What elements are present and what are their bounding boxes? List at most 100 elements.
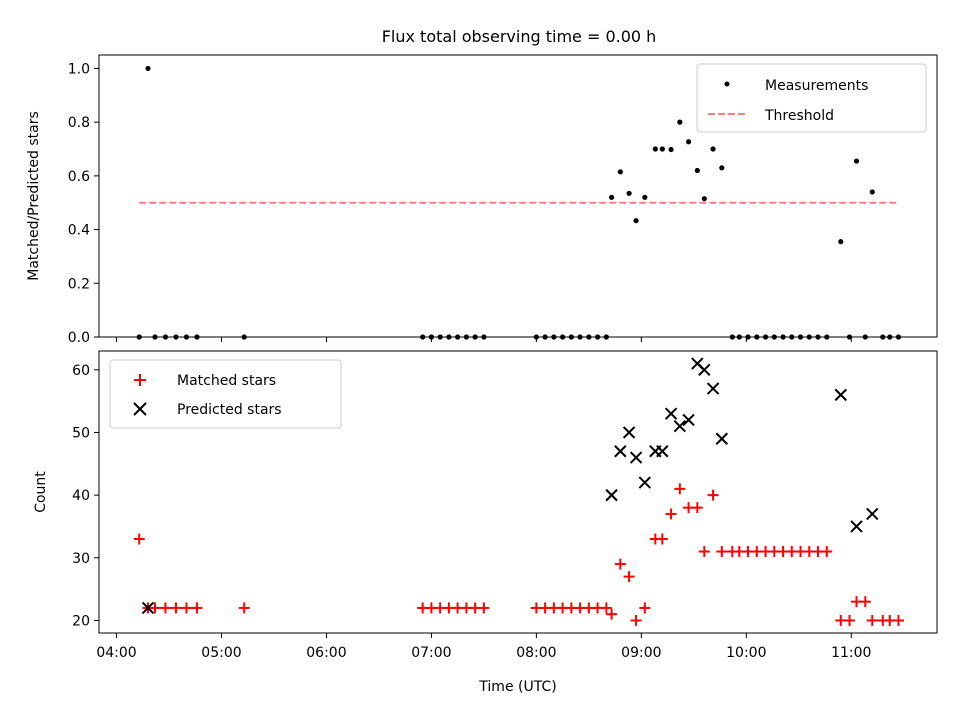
matched-star-point <box>600 602 612 614</box>
matched-star-point <box>133 533 145 545</box>
predicted-star-stroke <box>698 363 711 377</box>
predicted-star-point <box>638 476 652 489</box>
predicted-star-stroke <box>622 426 636 439</box>
measurement-point <box>719 165 725 171</box>
measurement-point <box>869 189 875 195</box>
top-y-tick-label: 1.0 <box>68 61 90 77</box>
measurement-point <box>608 194 615 200</box>
bottom-x-tick-label: 06:00 <box>306 645 346 661</box>
matched-star-point <box>866 614 878 626</box>
predicted-star-stroke <box>638 476 652 489</box>
matched-star-point <box>180 602 192 614</box>
predicted-star-point <box>850 520 863 533</box>
matched-star-point <box>623 571 635 583</box>
matched-star-point <box>821 546 833 558</box>
bottom-x-axis-label: Time (UTC) <box>478 679 556 695</box>
predicted-star-stroke <box>715 432 729 445</box>
matched-star-point <box>191 602 203 614</box>
measurement-point <box>668 146 674 153</box>
top-legend-box <box>696 63 927 133</box>
legend-marker-matched-stars <box>134 374 146 386</box>
bottom-axes-frame <box>98 350 938 634</box>
matched-star-point <box>893 614 905 626</box>
measurement-point <box>642 194 648 200</box>
bottom-x-ticks: 04:00 05:00 06:00 07:00 08:00 09:00 10:00 11:00 <box>96 633 871 661</box>
matched-star-point <box>238 602 250 614</box>
predicted-star-point <box>682 413 695 427</box>
predicted-star-point <box>706 382 720 395</box>
predicted-star-stroke <box>682 413 695 427</box>
measurement-point <box>685 139 692 145</box>
predicted-star-point <box>866 507 879 521</box>
matched-star-point <box>674 483 686 495</box>
bottom-y-tick-label: 60 <box>72 363 90 379</box>
matched-star-point <box>691 502 703 514</box>
matched-star-point <box>707 489 719 501</box>
matched-star-point <box>149 602 161 614</box>
matched-star-point <box>630 614 642 626</box>
measurement-point <box>710 146 716 152</box>
predicted-star-stroke <box>629 451 643 464</box>
predicted-star-stroke <box>656 445 669 458</box>
measurement-point <box>617 169 623 175</box>
predicted-star-stroke <box>614 445 627 458</box>
bottom-panel: 20 30 40 50 60 04:00 05:00 06:00 07:00 08:00 09:0… <box>33 350 938 695</box>
bottom-x-tick-label: 07:00 <box>411 645 451 661</box>
measurement-point <box>659 146 665 152</box>
predicted-star-stroke <box>605 488 618 502</box>
predicted-star-stroke <box>834 388 847 402</box>
predicted-star-point <box>622 426 636 439</box>
matched-star-point <box>656 533 668 545</box>
measurement-point <box>626 190 632 196</box>
predicted-star-stroke <box>850 520 863 533</box>
bottom-y-ticks: 20 30 40 50 60 <box>72 363 99 629</box>
predicted-star-stroke <box>673 419 687 433</box>
predicted-star-point <box>673 419 687 433</box>
legend-marker-measurements <box>724 81 730 87</box>
matched-star-point <box>614 558 626 570</box>
predicted-star-point <box>605 488 618 502</box>
predicted-star-stroke <box>706 382 720 395</box>
bottom-y-tick-label: 50 <box>72 425 90 441</box>
legend-marker-predicted-stars <box>133 402 147 416</box>
top-y-tick-label: 0.2 <box>68 276 90 292</box>
matched-star-point <box>716 546 728 558</box>
top-chart-title: Flux total observing time = 0.00 h <box>382 27 657 46</box>
predicted-star-point <box>664 407 678 420</box>
predicted-star-point <box>834 388 847 402</box>
bottom-x-tick-label: 05:00 <box>201 645 241 661</box>
predicted-star-point <box>715 432 729 445</box>
predicted-star-point <box>614 445 627 458</box>
matched-star-point <box>606 608 618 620</box>
top-y-axis-label: Matched/Predicted stars <box>26 111 42 281</box>
legend-label-measurements: Measurements <box>765 78 868 94</box>
matched-star-point <box>665 508 677 520</box>
top-x-ticks <box>115 337 852 342</box>
top-legend: Measurements Threshold <box>696 63 927 133</box>
matched-star-point <box>698 546 710 558</box>
bottom-x-tick-label: 09:00 <box>621 645 661 661</box>
legend-label-matched-stars: Matched stars <box>177 373 276 389</box>
measurement-point <box>633 218 639 224</box>
bottom-x-tick-label: 08:00 <box>516 645 556 661</box>
predicted-star-stroke <box>664 407 678 420</box>
predicted-star-point <box>141 601 155 615</box>
measurement-point <box>677 119 683 125</box>
bottom-y-tick-label: 30 <box>72 551 90 567</box>
top-y-tick-label: 0.0 <box>68 330 90 346</box>
bottom-x-tick-label: 04:00 <box>96 645 136 661</box>
matched-star-point <box>478 602 490 614</box>
top-y-ticks: 0.0 0.2 0.4 0.6 0.8 1.0 <box>68 61 99 346</box>
predicted-star-stroke <box>866 507 879 521</box>
top-y-tick-label: 0.6 <box>68 169 90 185</box>
predicted-star-point <box>698 363 711 377</box>
matched-star-point <box>170 602 182 614</box>
measurement-point <box>701 196 707 202</box>
bottom-plot-area <box>133 357 905 626</box>
measurement-point <box>145 65 151 72</box>
matched-star-point <box>859 596 871 608</box>
bottom-y-tick-label: 20 <box>72 613 90 629</box>
measurement-point <box>838 239 844 245</box>
bottom-legend: Matched stars Predicted stars <box>109 359 342 429</box>
